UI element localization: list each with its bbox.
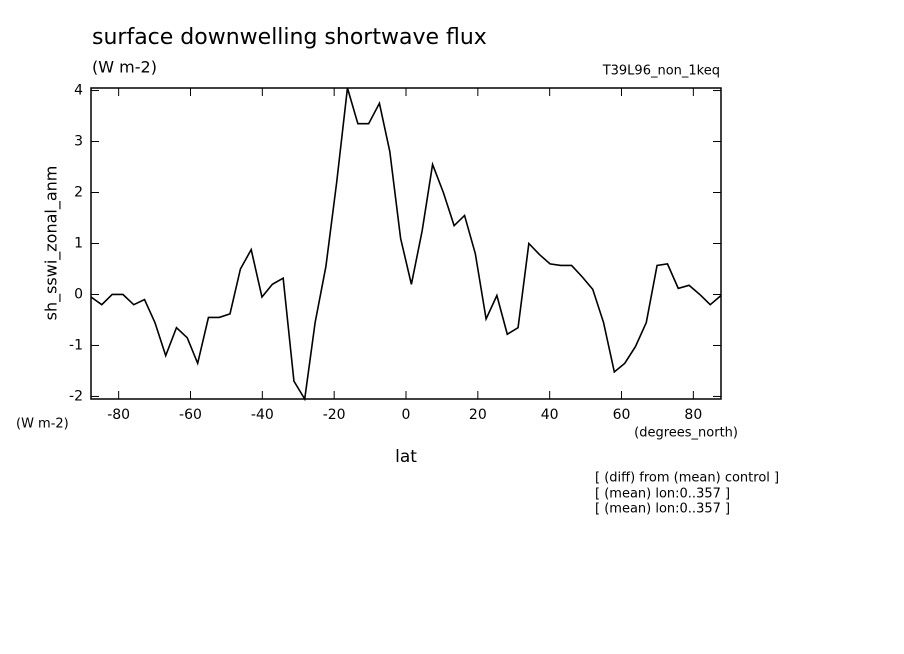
x-tick-label: -40 <box>251 407 274 423</box>
y-tick-label: -2 <box>69 388 83 404</box>
y-tick-label: 3 <box>74 134 83 150</box>
y-tick-label: 1 <box>74 236 83 252</box>
x-axis-label: lat <box>395 447 417 467</box>
note: [ (mean) lon:0..357 ] <box>595 502 730 517</box>
note: [ (mean) lon:0..357 ] <box>595 487 730 502</box>
x-tick-label: 0 <box>402 407 411 423</box>
x-tick-label: -60 <box>179 407 202 423</box>
y-tick-label: 4 <box>74 83 83 99</box>
x-tick-label: 20 <box>469 407 487 423</box>
y-axis-label: sh_sswi_zonal_anm <box>42 166 62 321</box>
units: (W m-2) <box>92 58 157 77</box>
y-tick-label: -1 <box>69 337 83 353</box>
data-line <box>90 87 722 402</box>
chart-title: surface downwelling shortwave flux <box>92 25 487 50</box>
x-tick-label: -20 <box>323 407 346 423</box>
run-label: T39L96_non_1keq <box>602 64 720 79</box>
x-tick-label: 60 <box>613 407 631 423</box>
x-tick-label: 80 <box>684 407 702 423</box>
x-tick-label: -80 <box>107 407 130 423</box>
y-units: (W m-2) <box>16 417 69 432</box>
x-units: (degrees_north) <box>634 426 738 441</box>
x-tick-label: 40 <box>541 407 559 423</box>
y-tick-label: 2 <box>74 185 83 201</box>
note: [ (diff) from (mean) control ] <box>595 471 779 486</box>
y-tick-label: 0 <box>74 286 83 302</box>
